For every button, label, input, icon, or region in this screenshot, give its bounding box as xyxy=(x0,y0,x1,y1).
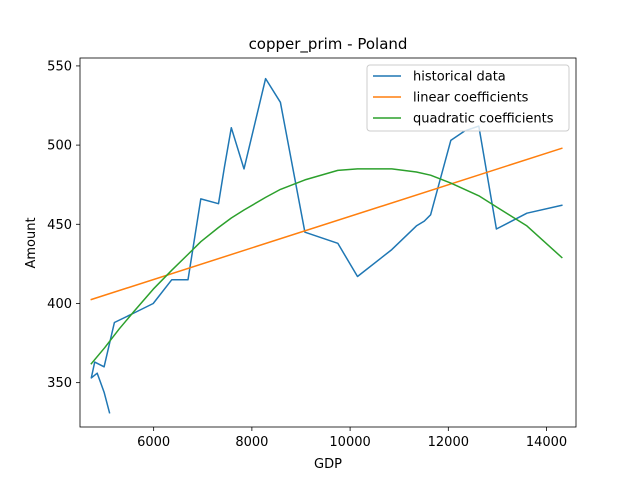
x-tick-label: 6000 xyxy=(137,435,170,450)
x-tick-label: 14000 xyxy=(526,435,567,450)
legend-label-1: historical data xyxy=(413,70,506,85)
axes-frame xyxy=(79,57,577,428)
y-tick-label: 500 xyxy=(47,139,72,154)
chart-title: copper_prim - Poland xyxy=(249,35,408,54)
series-line-3 xyxy=(90,168,563,365)
x-tick-label: 12000 xyxy=(428,435,469,450)
x-tick-label: 10000 xyxy=(329,435,370,450)
legend-box xyxy=(366,64,570,132)
y-tick-label: 350 xyxy=(47,376,72,391)
legend-label-2: linear coefficients xyxy=(413,91,529,106)
series-line-2 xyxy=(90,147,563,301)
x-tick-label: 8000 xyxy=(235,435,268,450)
y-axis-label: Amount xyxy=(24,217,39,268)
y-tick-label: 450 xyxy=(47,218,72,233)
y-tick-label: 550 xyxy=(47,59,72,74)
legend-label-3: quadratic coefficients xyxy=(413,112,554,127)
series-line-1 xyxy=(90,77,563,414)
series-layer xyxy=(90,77,563,414)
axes-layer: 6000 8000 10000 12000 14000 350 400 450 500 550 xyxy=(47,57,577,450)
legend: historical data linear coefficients quadra… xyxy=(366,64,570,132)
x-axis-label: GDP xyxy=(314,457,342,472)
y-tick-label: 400 xyxy=(47,297,72,312)
